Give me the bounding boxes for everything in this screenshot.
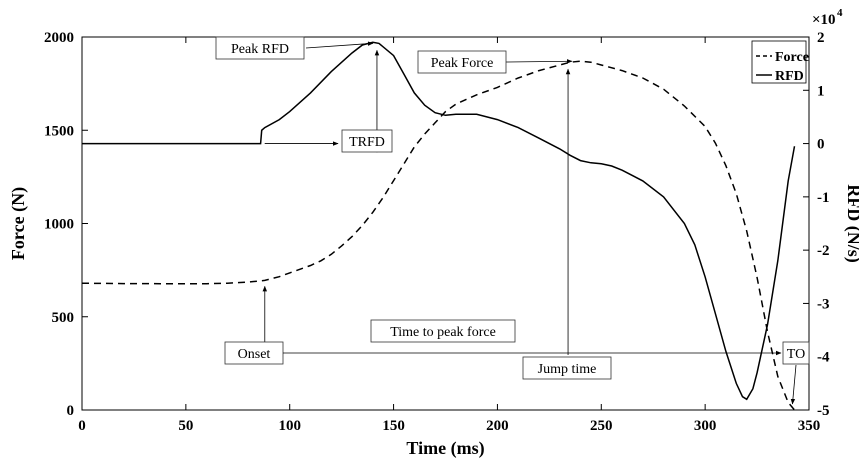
svg-text:Jump time: Jump time (538, 362, 597, 377)
left-y-tick-label: 500 (52, 310, 75, 326)
right-y-tick-label: 1 (817, 83, 825, 99)
legend-label: RFD (775, 69, 804, 84)
multiplier-base: ×10 (812, 12, 836, 28)
x-tick-label: 200 (486, 418, 509, 434)
left-y-axis-ticks: 0 500 1000 1500 2000 (44, 30, 88, 419)
to-arrow (790, 364, 797, 405)
x-tick-label: 0 (78, 418, 86, 434)
annotation-peak-force: Peak Force (417, 50, 507, 74)
right-y-axis-label: RFD (N/s) (843, 184, 859, 263)
annotation-peak-rfd: Peak RFD (215, 36, 305, 60)
right-y-tick-label: -3 (817, 296, 830, 312)
svg-text:Time to peak force: Time to peak force (390, 325, 496, 340)
svg-text:Peak RFD: Peak RFD (231, 42, 289, 57)
x-tick-label: 100 (278, 418, 301, 434)
annotations-layer: Peak RFD TRFD Peak Force Onset Time to peak … (215, 36, 810, 405)
left-y-axis-label: Force (N) (8, 187, 29, 260)
svg-text:TO: TO (787, 347, 805, 362)
right-axis-multiplier: ×10 4 (812, 7, 843, 28)
svg-text:Onset: Onset (238, 347, 271, 362)
left-y-tick-label: 1000 (44, 217, 74, 233)
x-tick-label: 350 (798, 418, 821, 434)
x-tick-label: 150 (382, 418, 405, 434)
x-axis-label: Time (ms) (406, 438, 484, 459)
peak-force-arrow (505, 59, 573, 64)
right-y-tick-label: -5 (817, 403, 830, 419)
legend: Force RFD (751, 40, 809, 84)
legend-label: Force (775, 50, 809, 65)
right-y-axis-ticks: -5 -4 -3 -2 -1 0 1 2 (803, 30, 830, 419)
left-y-tick-label: 1500 (44, 123, 74, 139)
left-y-tick-label: 0 (67, 403, 75, 419)
annotation-trfd: TRFD (341, 129, 393, 153)
series-line-force (81, 60, 796, 411)
x-tick-label: 50 (178, 418, 193, 434)
series-line-rfd (82, 41, 796, 401)
right-y-tick-label: -2 (817, 243, 830, 259)
annotation-time-to-peak-force: Time to peak force (370, 319, 516, 343)
right-y-tick-label: 0 (817, 137, 825, 153)
legend-box (751, 40, 807, 84)
peak-rfd-arrow (305, 41, 374, 49)
annotation-jump-time: Jump time (522, 356, 612, 380)
series-layer (81, 41, 796, 411)
svg-text:TRFD: TRFD (349, 135, 385, 150)
annotation-onset: Onset (224, 341, 284, 365)
right-y-tick-label: -4 (817, 350, 830, 366)
svg-text:Peak Force: Peak Force (431, 56, 494, 71)
multiplier-exponent: 4 (837, 7, 843, 19)
right-y-tick-label: -1 (817, 190, 830, 206)
annotation-to: TO (782, 341, 810, 365)
right-y-tick-label: 2 (817, 30, 825, 46)
x-tick-label: 250 (590, 418, 613, 434)
x-tick-label: 300 (694, 418, 717, 434)
x-axis-ticks: 0 50 100 150 200 250 300 350 (78, 37, 820, 434)
left-y-tick-label: 2000 (44, 30, 74, 46)
